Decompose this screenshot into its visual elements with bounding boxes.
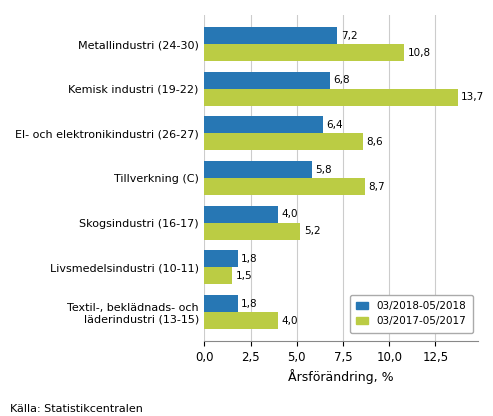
Text: 5,2: 5,2 (304, 226, 320, 236)
Text: 1,8: 1,8 (241, 299, 257, 309)
Bar (204, 250, 238, 267)
Text: 10,8: 10,8 (407, 47, 430, 57)
Bar (204, 89, 458, 106)
Bar (204, 223, 300, 240)
Bar (204, 134, 363, 150)
Text: 13,7: 13,7 (461, 92, 484, 102)
Bar (204, 44, 404, 61)
Text: 4,0: 4,0 (282, 209, 298, 219)
Text: 1,8: 1,8 (241, 254, 257, 264)
Text: 6,8: 6,8 (333, 75, 350, 85)
Bar (204, 267, 232, 285)
Text: 8,7: 8,7 (369, 181, 385, 191)
Bar (204, 27, 337, 44)
Bar (204, 178, 365, 195)
Legend: 03/2018-05/2018, 03/2017-05/2017: 03/2018-05/2018, 03/2017-05/2017 (350, 295, 473, 333)
Bar (204, 312, 278, 329)
Bar (204, 206, 278, 223)
Text: 5,8: 5,8 (315, 165, 331, 175)
Text: 4,0: 4,0 (282, 316, 298, 326)
X-axis label: Årsförändring, %: Årsförändring, % (288, 369, 394, 384)
Bar (204, 72, 330, 89)
Text: 7,2: 7,2 (341, 30, 357, 40)
Bar (204, 116, 322, 134)
Bar (204, 295, 238, 312)
Bar (204, 161, 312, 178)
Text: 1,5: 1,5 (235, 271, 252, 281)
Text: 6,4: 6,4 (326, 120, 343, 130)
Text: 8,6: 8,6 (367, 137, 383, 147)
Text: Källa: Statistikcentralen: Källa: Statistikcentralen (10, 404, 143, 414)
